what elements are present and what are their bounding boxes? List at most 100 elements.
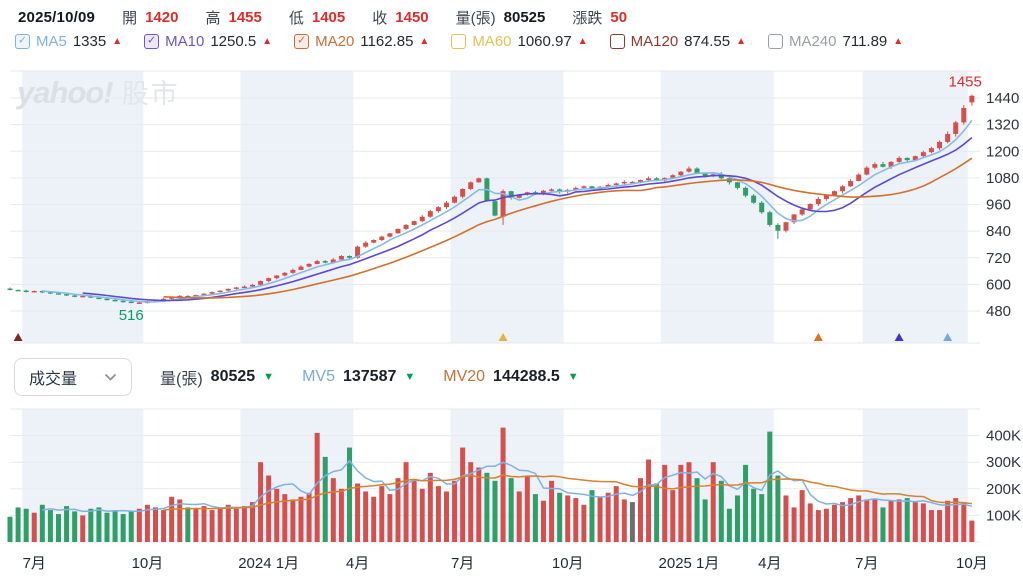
up-arrow-icon: ▲ bbox=[736, 36, 746, 47]
candle-body bbox=[161, 298, 167, 301]
candle-body bbox=[791, 214, 797, 223]
quote-open: 開 1420 bbox=[122, 9, 179, 27]
volume-bar bbox=[799, 490, 805, 542]
candle-body bbox=[452, 196, 458, 203]
volume-bar bbox=[120, 514, 126, 542]
x-axis-label: 10月 bbox=[132, 555, 164, 572]
volume-bar bbox=[274, 488, 280, 542]
mv20-stat: MV20 144288.5 ▼ bbox=[443, 368, 579, 385]
ma20-toggle[interactable]: ✓ MA20 1162.85 ▲ bbox=[294, 33, 429, 50]
volume-bar bbox=[193, 508, 199, 542]
volume-bar bbox=[290, 499, 296, 542]
volume-axis-label: 200K bbox=[986, 481, 1021, 498]
ma240-checkbox[interactable]: ✓ bbox=[767, 34, 783, 49]
volume-bar bbox=[823, 508, 829, 542]
indicator-dropdown-label: 成交量 bbox=[29, 371, 78, 388]
candle-body bbox=[468, 182, 474, 189]
volume-bar bbox=[815, 510, 821, 542]
candle-body bbox=[419, 216, 425, 222]
volume-bar bbox=[557, 492, 563, 542]
volume-bar bbox=[726, 508, 732, 542]
candle-body bbox=[961, 107, 967, 123]
candle-body bbox=[355, 246, 361, 258]
price-axis-label: 1080 bbox=[986, 170, 1019, 187]
candle-body bbox=[945, 133, 951, 142]
candle-body bbox=[896, 157, 902, 162]
ma20-checkbox[interactable]: ✓ bbox=[294, 34, 310, 49]
volume-bar bbox=[508, 478, 514, 542]
volume-bar bbox=[492, 480, 498, 542]
down-arrow-icon: ▼ bbox=[263, 371, 275, 383]
volume-bar bbox=[249, 502, 255, 542]
candle-body bbox=[508, 191, 514, 198]
candle-body bbox=[751, 195, 757, 203]
candle-body bbox=[23, 290, 29, 292]
candle-body bbox=[395, 228, 401, 234]
indicator-dropdown[interactable]: 成交量 bbox=[14, 358, 132, 396]
volume-bar bbox=[678, 464, 684, 542]
candle-body bbox=[678, 171, 684, 176]
candle-body bbox=[880, 164, 886, 167]
candle-body bbox=[411, 221, 417, 225]
volume-bar bbox=[225, 504, 231, 542]
candle-body bbox=[379, 236, 385, 240]
candle-body bbox=[201, 293, 207, 296]
candle-body bbox=[718, 174, 724, 179]
candle-body bbox=[928, 148, 934, 153]
candle-body bbox=[629, 181, 635, 184]
ma10-checkbox[interactable]: ✓ bbox=[144, 34, 160, 49]
ma5-checkbox[interactable]: ✓ bbox=[15, 34, 30, 49]
annotations: 1455 516 bbox=[119, 74, 982, 324]
down-arrow-icon: ▼ bbox=[404, 371, 416, 383]
candle-body bbox=[694, 168, 700, 174]
volume-bar bbox=[387, 494, 393, 542]
candle-body bbox=[209, 292, 215, 294]
candle-body bbox=[670, 175, 676, 178]
volume-bar bbox=[338, 488, 344, 542]
candle-body bbox=[904, 157, 910, 161]
volume-bar bbox=[47, 510, 53, 542]
ma120-checkbox[interactable]: ✓ bbox=[609, 34, 625, 49]
candle-body bbox=[55, 293, 61, 295]
volume-bar bbox=[573, 498, 579, 542]
x-axis-labels: 7月 10月 2024 1月 4月 7月 10月 2025 1月 4月 7月 10月 bbox=[23, 555, 988, 572]
volume-bar bbox=[864, 499, 870, 542]
volume-bar bbox=[613, 486, 619, 542]
volume-bar bbox=[55, 514, 61, 542]
volume-bar bbox=[330, 478, 336, 542]
event-markers bbox=[13, 333, 953, 341]
candle-body bbox=[136, 302, 142, 304]
volume-bar bbox=[468, 462, 474, 542]
ma60-checkbox[interactable]: ✓ bbox=[451, 34, 467, 49]
volume-bar bbox=[346, 447, 352, 542]
volume-bar bbox=[791, 507, 797, 542]
volume-bar bbox=[266, 475, 272, 542]
mv-line-mv5 bbox=[42, 460, 973, 513]
volume-bar bbox=[484, 472, 490, 542]
up-arrow-icon: ▲ bbox=[893, 36, 904, 47]
ma10-toggle[interactable]: ✓ MA10 1250.5 ▲ bbox=[144, 33, 272, 50]
volume-bar bbox=[112, 510, 118, 542]
volume-bar bbox=[169, 496, 175, 542]
candle-body bbox=[72, 295, 78, 297]
up-arrow-icon: ▲ bbox=[112, 36, 123, 47]
volume-bar bbox=[662, 464, 668, 542]
volume-bar bbox=[686, 462, 692, 542]
candle-body bbox=[185, 295, 191, 298]
volume-bar bbox=[848, 498, 854, 542]
volume-bar bbox=[411, 480, 417, 542]
ma5-toggle[interactable]: ✓ MA5 1335 ▲ bbox=[15, 33, 122, 50]
volume-bar bbox=[904, 498, 910, 542]
candle-body bbox=[573, 187, 579, 190]
x-axis-label: 7月 bbox=[23, 555, 46, 572]
marker-triangle-icon bbox=[813, 333, 823, 341]
volume-bar bbox=[355, 483, 361, 542]
volume-bars-layer bbox=[7, 427, 975, 542]
volume-bar bbox=[937, 510, 943, 542]
candle-body bbox=[338, 255, 344, 260]
